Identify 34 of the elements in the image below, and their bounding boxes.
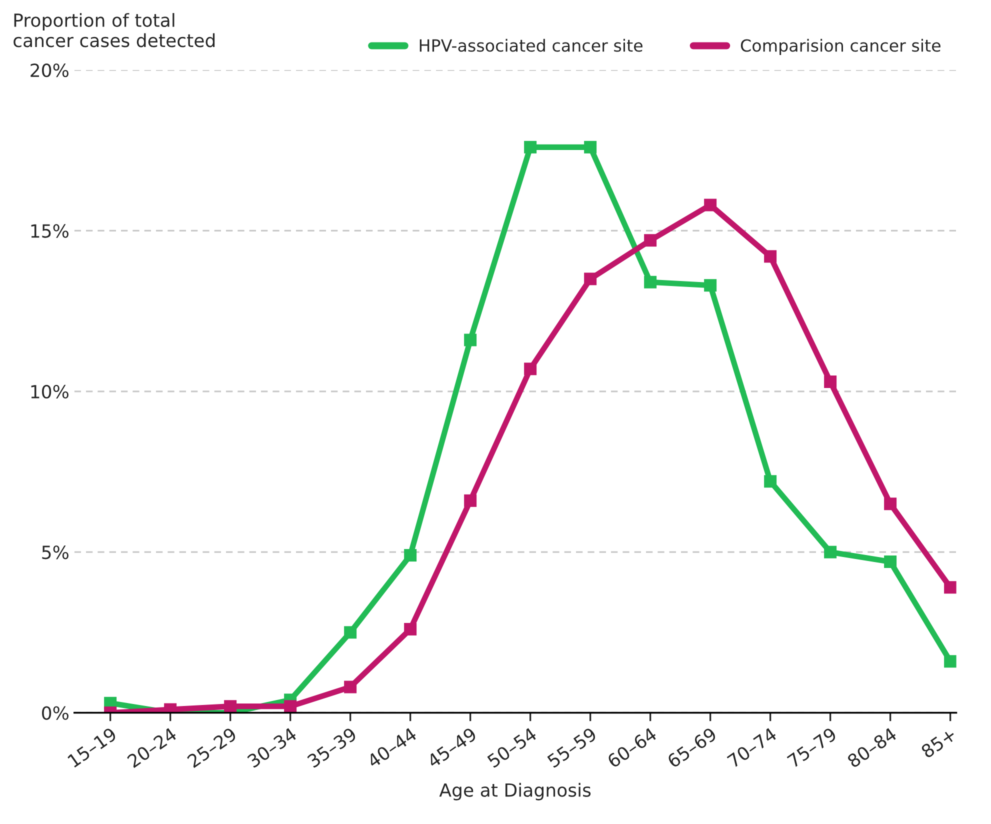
point (344, 680, 357, 694)
point (704, 279, 717, 292)
y-tick-label: 5% (42, 546, 68, 560)
point (644, 276, 657, 288)
point (584, 140, 597, 154)
point (884, 555, 897, 568)
point (944, 655, 956, 668)
y-tick-label: 0% (42, 706, 68, 720)
point (824, 546, 837, 558)
point (764, 250, 777, 263)
point (764, 475, 777, 488)
point (644, 234, 657, 247)
point (524, 362, 537, 376)
legend-label: HPV-associated cancer site (420, 38, 642, 52)
point (824, 376, 837, 388)
x-axis-title: Age at Diagnosis (439, 782, 591, 800)
y-tick-label: 20% (30, 64, 68, 78)
legend-label: Comparision cancer site (740, 38, 940, 56)
point (524, 140, 537, 154)
point (284, 700, 297, 713)
point (404, 622, 417, 636)
point (704, 198, 717, 212)
point (344, 626, 357, 639)
point (464, 334, 477, 346)
point (224, 700, 237, 713)
y-tick-label: 15% (31, 224, 68, 238)
point (584, 272, 597, 286)
y-axis-title: Proportion of total cancer cases detected (14, 13, 215, 48)
point (884, 498, 897, 510)
point (944, 581, 956, 594)
x-tick-label: 85+ (920, 727, 957, 759)
point (404, 549, 417, 562)
point (464, 494, 477, 507)
y-tick-label: 10% (31, 384, 68, 399)
